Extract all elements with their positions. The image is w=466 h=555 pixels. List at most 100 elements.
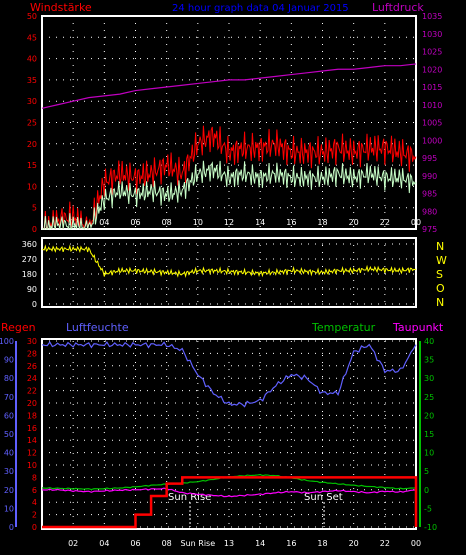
temperature-y-tick-label: 5 [424, 467, 429, 476]
wind-x-tick-label: 20 [349, 218, 359, 227]
rain-label: Regen [1, 321, 36, 334]
rain-y-tick-label: 12 [27, 449, 37, 458]
dewpoint-label: Taupunkt [392, 321, 444, 334]
humidity-y-tick-label: 100 [0, 337, 14, 346]
wind-x-tick-label: 18 [317, 218, 327, 227]
rain-y-tick-label: 30 [27, 337, 37, 346]
sunrise-label: Sun Rise [168, 492, 211, 503]
humidity-y-tick-label: 90 [4, 356, 14, 365]
humidity-y-tick-label: 60 [4, 411, 14, 420]
wind-x-tick-label: 08 [162, 218, 172, 227]
temperature-y-tick-label: -5 [424, 504, 432, 513]
climate-x-tick-label: 00 [411, 539, 421, 548]
temperature-y-ticks: -10 -5 0 5 10 15 20 25 30 35 40 [419, 337, 437, 532]
humidity-y-tick-label: 0 [9, 523, 14, 532]
wind-x-tick-label: 06 [130, 218, 140, 227]
wind-y-tick-label: 25 [27, 119, 37, 128]
wind-y-tick-label: 20 [27, 140, 37, 149]
pressure-series-line [41, 63, 417, 109]
wind-x-tick-label: 16 [286, 218, 296, 227]
wind-x-tick-label: 22 [380, 218, 390, 227]
wind-y-tick-label: 45 [27, 33, 37, 42]
rain-y-tick-label: 26 [27, 362, 37, 371]
pressure-y-tick-label: 1020 [422, 65, 442, 74]
wind-y-tick-label: 0 [32, 225, 37, 234]
climate-x-tick-label: Sun Rise [181, 539, 216, 548]
climate-x-tick-label: 22 [380, 539, 390, 548]
humidity-y-tick-label: 20 [4, 486, 14, 495]
temperature-y-tick-label: 20 [424, 411, 434, 420]
climate-x-tick-label: 06 [130, 539, 140, 548]
wind-gridlines [42, 15, 417, 230]
humidity-y-tick-label: 30 [4, 467, 14, 476]
wind-x-tick-label: 10 [193, 218, 203, 227]
rain-y-tick-label: 4 [32, 498, 37, 507]
humidity-y-tick-label: 50 [4, 430, 14, 439]
climate-x-tick-label: 18 [317, 539, 327, 548]
humidity-series-line [41, 340, 417, 408]
pressure-y-tick-label: 1005 [422, 119, 442, 128]
rain-y-tick-label: 6 [32, 486, 37, 495]
direction-y-tick-label: 90 [27, 285, 37, 294]
pressure-y-tick-label: 985 [422, 190, 437, 199]
wind-x-tick-label: 02 [68, 218, 78, 227]
compass-label: S [436, 268, 443, 281]
rain-y-tick-label: 20 [27, 399, 37, 408]
wind-y-tick-label: 15 [27, 161, 37, 170]
wind-y-tick-label: 50 [27, 12, 37, 21]
wind-x-ticks: 02 04 06 08 10 12 14 16 18 20 22 00 [68, 218, 421, 227]
humidity-y-ticks: 0 10 20 30 40 50 60 70 80 90 100 [0, 337, 17, 532]
climate-x-tick-label: 16 [286, 539, 296, 548]
graph-title: 24 hour graph data 04 Januar 2015 [172, 3, 349, 14]
rain-y-tick-label: 10 [27, 461, 37, 470]
climate-x-ticks: 02 04 06 08 Sun Rise 13 14 16 18 20 22 00 [68, 539, 421, 548]
temperature-y-tick-label: 10 [424, 449, 434, 458]
climate-x-tick-label: 08 [162, 539, 172, 548]
climate-x-tick-label: 04 [99, 539, 109, 548]
climate-panel-frame [41, 338, 417, 530]
pressure-y-tick-label: 1010 [422, 101, 442, 110]
rain-y-tick-label: 0 [32, 523, 37, 532]
pressure-y-tick-label: 990 [422, 172, 437, 181]
pressure-y-tick-label: 1000 [422, 136, 442, 145]
rain-y-tick-label: 24 [27, 374, 37, 383]
temperature-label: Temperatur [311, 321, 376, 334]
wind-y-ticks: 0 5 10 15 20 25 30 35 40 45 50 [27, 12, 37, 234]
temperature-y-tick-label: 15 [424, 430, 434, 439]
pressure-y-tick-label: 995 [422, 154, 437, 163]
pressure-y-tick-label: 975 [422, 225, 437, 234]
compass-label: O [436, 282, 445, 295]
wind-y-tick-label: 40 [27, 55, 37, 64]
temperature-y-tick-label: 30 [424, 374, 434, 383]
rain-y-tick-label: 16 [27, 424, 37, 433]
compass-label: N [436, 240, 444, 253]
pressure-y-tick-label: 1015 [422, 83, 442, 92]
rain-y-tick-label: 28 [27, 349, 37, 358]
climate-x-tick-label: 13 [224, 539, 234, 548]
compass-label: W [436, 254, 447, 267]
direction-y-tick-label: 270 [22, 255, 37, 264]
temperature-y-tick-label: -10 [424, 523, 437, 532]
direction-y-tick-label: 0 [32, 300, 37, 309]
wind-x-tick-label: 14 [255, 218, 265, 227]
rain-series-line [42, 476, 418, 529]
sunset-label: Sun Set [304, 492, 343, 503]
pressure-y-tick-label: 1025 [422, 48, 442, 57]
humidity-label: Luftfeuchte [66, 321, 129, 334]
climate-x-tick-label: 20 [349, 539, 359, 548]
pressure-y-tick-label: 980 [422, 207, 437, 216]
rain-y-tick-label: 8 [32, 473, 37, 482]
rain-y-tick-label: 2 [32, 511, 37, 520]
temperature-y-tick-label: 40 [424, 337, 434, 346]
pressure-y-tick-label: 1035 [422, 12, 442, 21]
climate-gridlines [42, 340, 417, 528]
temperature-y-tick-label: 0 [424, 486, 429, 495]
wind-header-label: Windstärke [30, 1, 92, 14]
wind-y-tick-label: 30 [27, 97, 37, 106]
dewpoint-series-line [41, 487, 417, 498]
climate-x-tick-label: 02 [68, 539, 78, 548]
temperature-y-tick-label: 35 [424, 356, 434, 365]
